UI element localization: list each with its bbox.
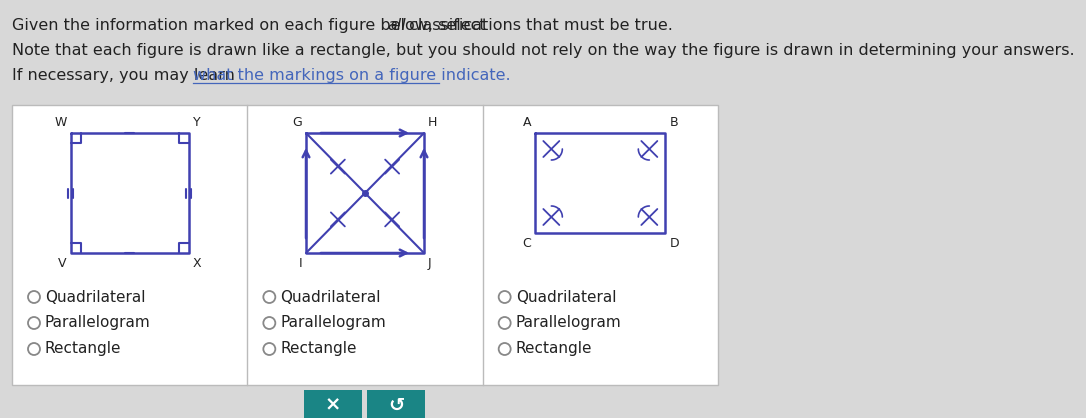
- Text: D: D: [669, 237, 679, 250]
- Text: Quadrilateral: Quadrilateral: [280, 290, 381, 304]
- Text: V: V: [59, 257, 66, 270]
- Text: W: W: [54, 116, 66, 129]
- Bar: [304, 390, 362, 418]
- Text: Note that each figure is drawn like a rectangle, but you should not rely on the : Note that each figure is drawn like a re…: [12, 43, 1075, 58]
- Text: ×: ×: [325, 395, 341, 415]
- Text: A: A: [522, 116, 531, 129]
- Bar: [367, 390, 425, 418]
- Bar: [12, 105, 718, 385]
- Text: Y: Y: [192, 116, 200, 129]
- Text: Quadrilateral: Quadrilateral: [45, 290, 146, 304]
- Text: G: G: [292, 116, 302, 129]
- Text: If necessary, you may learn: If necessary, you may learn: [12, 68, 240, 83]
- Text: H: H: [428, 116, 438, 129]
- Text: all: all: [388, 18, 406, 33]
- Text: Parallelogram: Parallelogram: [45, 316, 151, 331]
- Text: X: X: [192, 257, 201, 270]
- Text: ↺: ↺: [388, 395, 404, 415]
- Text: J: J: [428, 257, 431, 270]
- Text: classifications that must be true.: classifications that must be true.: [404, 18, 673, 33]
- Text: Rectangle: Rectangle: [45, 342, 122, 357]
- Text: what the markings on a figure indicate.: what the markings on a figure indicate.: [193, 68, 512, 83]
- Text: I: I: [299, 257, 302, 270]
- Text: C: C: [522, 237, 531, 250]
- Text: B: B: [669, 116, 678, 129]
- Text: Rectangle: Rectangle: [516, 342, 592, 357]
- Text: Quadrilateral: Quadrilateral: [516, 290, 616, 304]
- Text: Given the information marked on each figure below, select: Given the information marked on each fig…: [12, 18, 491, 33]
- Text: Parallelogram: Parallelogram: [280, 316, 387, 331]
- Text: Rectangle: Rectangle: [280, 342, 357, 357]
- Text: Parallelogram: Parallelogram: [516, 316, 621, 331]
